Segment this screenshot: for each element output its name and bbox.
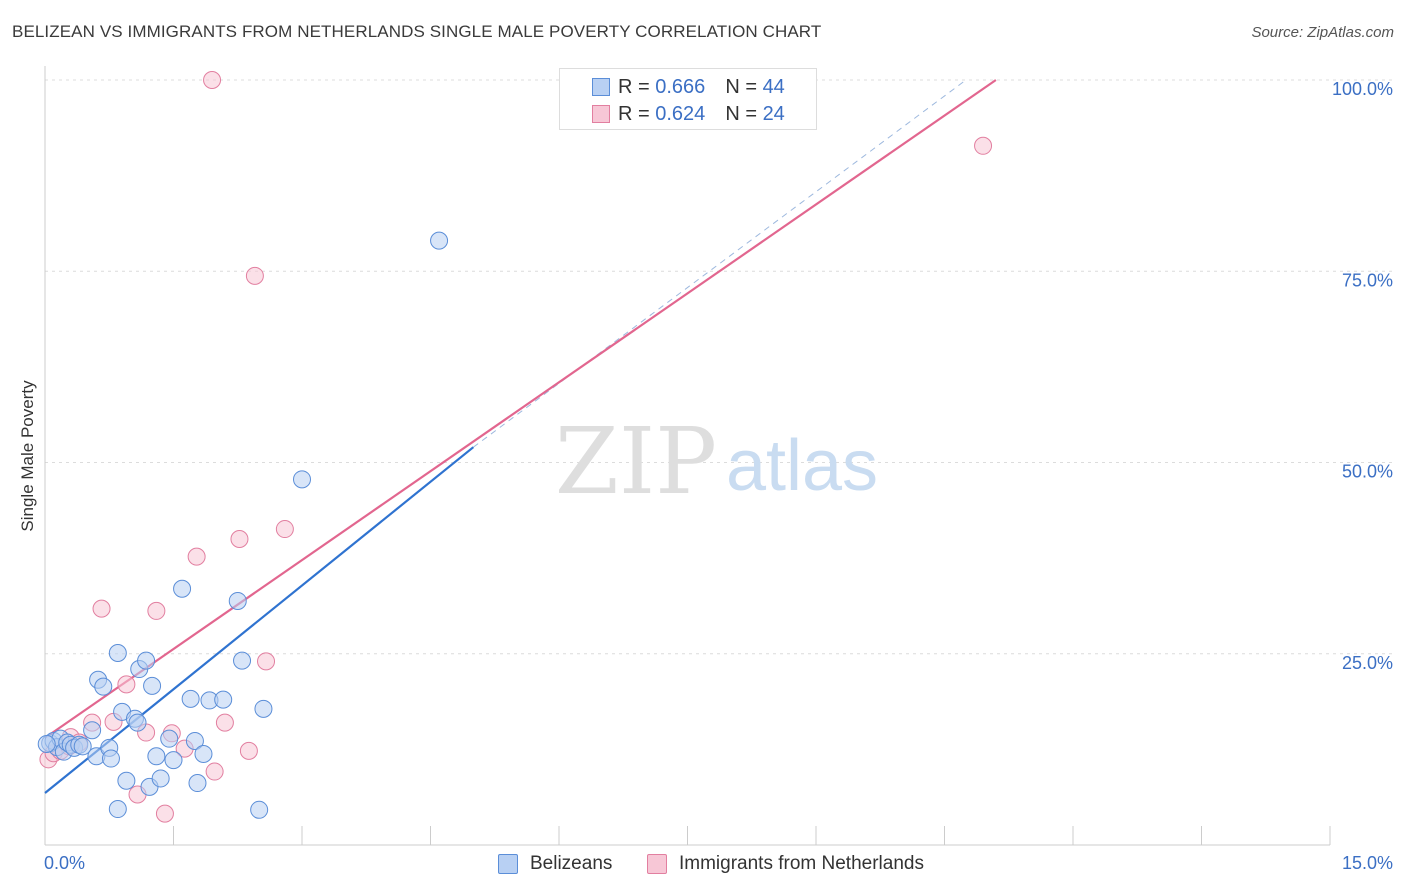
point-belizeans [228,591,247,610]
y-tick-label: 25.0% [1342,653,1393,673]
legend-r-label: R = [618,102,656,125]
legend-swatch-blue [592,78,610,96]
bottom-legend-label: Belizeans [530,853,613,874]
correlation-legend: R = 0.666 N = 44 R = 0.624 N = 24 [559,68,817,130]
point-belizeans [108,800,127,819]
point-netherlands [239,741,258,760]
x-tick-label: 15.0% [1342,853,1393,873]
axes [44,66,1331,846]
bottom-legend-swatch-pink [647,854,667,874]
source-label: Source: ZipAtlas.com [1251,24,1394,41]
point-netherlands [215,713,234,732]
point-belizeans [233,651,252,670]
point-belizeans [185,731,204,750]
bottom-legend-swatch-blue [498,854,518,874]
point-belizeans [147,747,166,766]
point-netherlands [92,599,111,618]
legend-n-value: 24 [762,102,785,125]
point-belizeans [160,729,179,748]
legend-row-netherlands: R = 0.624 N = 24 [592,102,785,126]
chart-title: BELIZEAN VS IMMIGRANTS FROM NETHERLANDS … [12,22,822,41]
point-belizeans [214,690,233,709]
gridlines [45,79,1392,655]
point-belizeans [194,744,213,763]
point-netherlands [974,136,993,155]
point-belizeans [293,470,311,489]
point-netherlands [230,530,249,548]
point-netherlands [257,652,276,671]
watermark-zip: ZIP [555,408,717,515]
trend-line-belizeans [44,446,475,794]
point-netherlands [117,675,136,694]
legend-r-label: R = [618,75,656,98]
point-netherlands [205,762,224,781]
point-belizeans [37,735,56,754]
point-belizeans [101,749,120,768]
x-tick-label: 0.0% [44,853,85,873]
point-belizeans [83,721,102,740]
point-belizeans [164,751,183,770]
legend-n-value: 44 [762,75,785,98]
bottom-legend-label: Immigrants from Netherlands [679,853,924,874]
watermark: ZIP atlas [555,408,878,515]
legend-r-value: 0.666 [655,75,706,98]
point-netherlands [147,601,166,620]
point-belizeans [143,676,162,695]
point-belizeans [173,579,192,598]
point-belizeans [254,699,273,718]
point-belizeans [151,769,170,788]
bottom-legend-belizeans: Belizeans [498,852,612,876]
point-belizeans [188,774,207,793]
bottom-legend-netherlands: Immigrants from Netherlands [647,852,924,876]
trend-extension-dashed [473,79,967,448]
point-belizeans [128,713,147,732]
point-belizeans [137,651,156,670]
point-belizeans [430,231,449,250]
watermark-atlas: atlas [726,426,878,506]
point-netherlands [155,804,174,823]
point-belizeans [181,689,200,708]
y-tick-label: 100.0% [1332,79,1393,99]
point-belizeans [73,737,92,756]
legend-n-label: N = [725,75,763,98]
point-belizeans [250,800,269,819]
legend-n-label: N = [725,102,763,125]
point-netherlands [245,266,264,285]
point-belizeans [94,677,113,696]
y-tick-label: 75.0% [1342,270,1393,290]
point-netherlands [203,71,222,89]
y-tick-label: 50.0% [1342,462,1393,482]
legend-swatch-pink [592,105,610,123]
trend-line-netherlands [44,79,997,739]
data-points [37,71,993,823]
legend-r-value: 0.624 [655,102,706,125]
legend-row-belizeans: R = 0.666 N = 44 [592,75,785,99]
trend-lines [44,79,997,794]
point-belizeans [117,771,136,790]
tick-labels: 25.0% 50.0% 75.0% 100.0% 0.0% 15.0% [44,79,1393,873]
point-netherlands [275,520,294,539]
point-belizeans [108,643,127,662]
point-netherlands [187,547,206,566]
